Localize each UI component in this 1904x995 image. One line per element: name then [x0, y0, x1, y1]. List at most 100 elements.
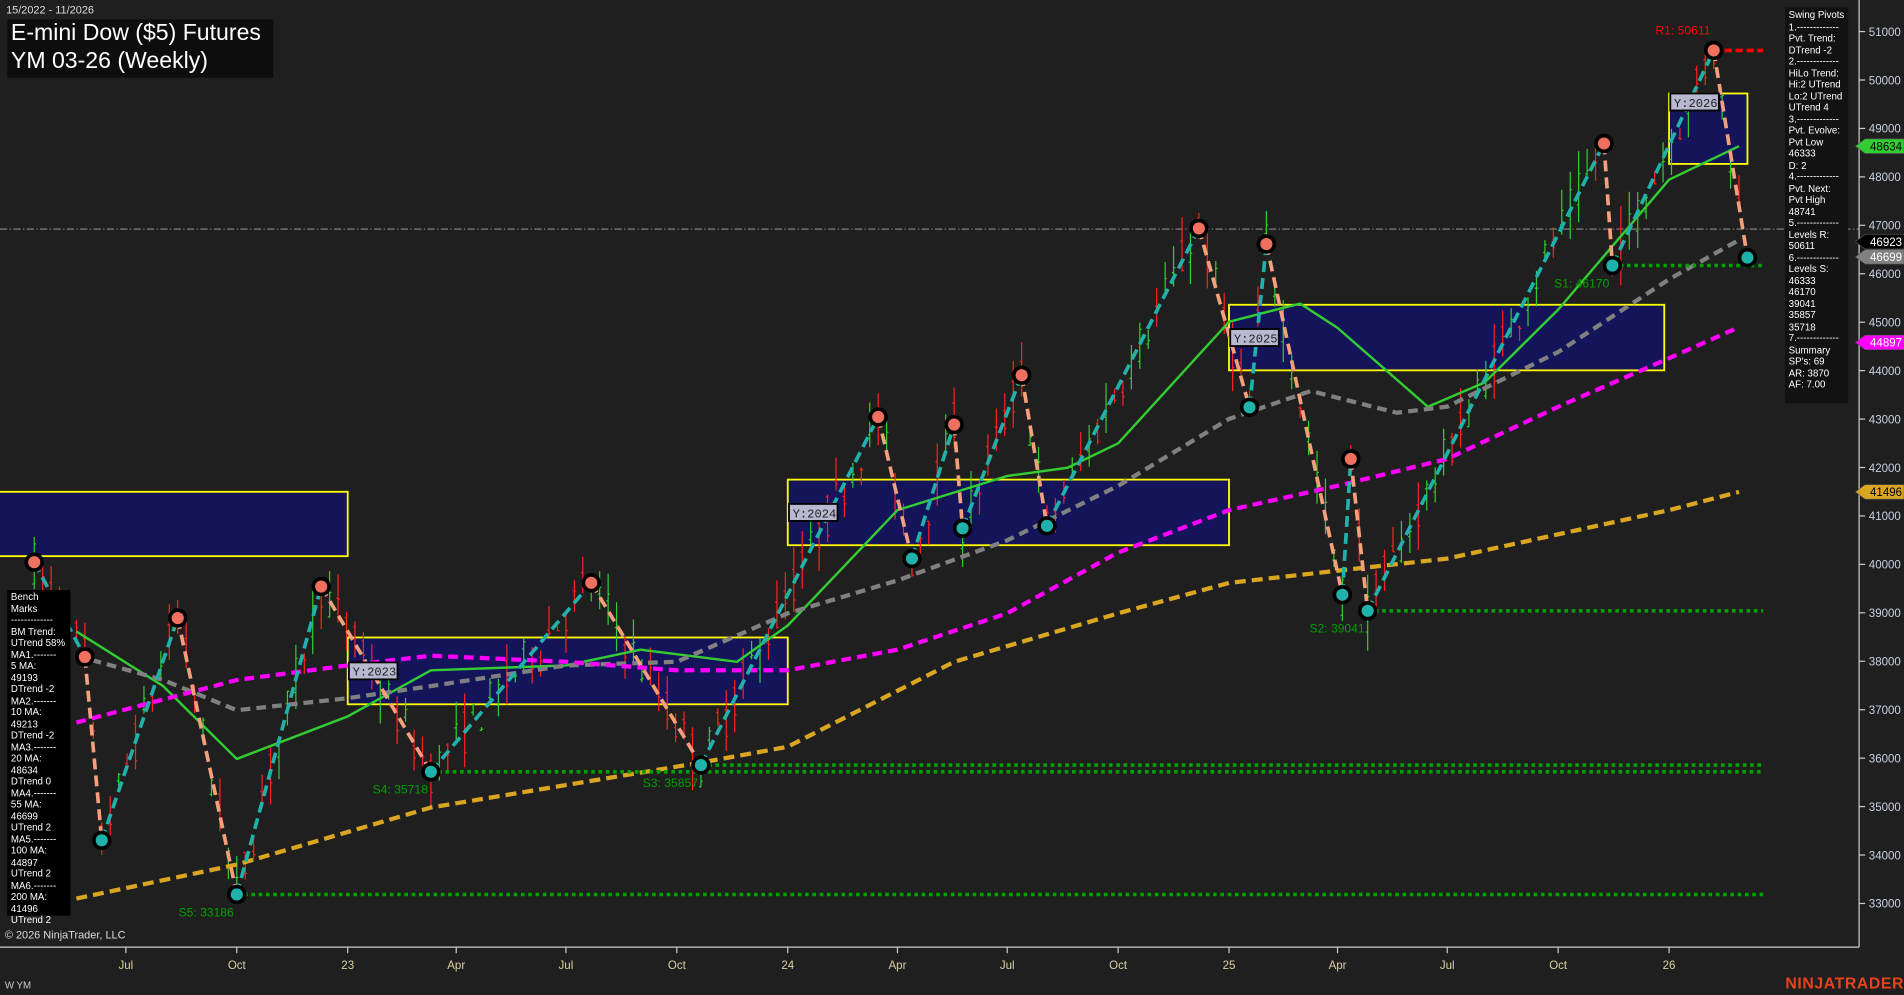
panel-line: 50611 — [1788, 240, 1815, 252]
time-tick-label: 26 — [1663, 960, 1676, 972]
panel-line: 48634 — [10, 764, 38, 776]
swing-low-marker — [1243, 401, 1256, 414]
up-swing-leg — [1366, 142, 1606, 612]
swing-high-marker — [1260, 237, 1273, 251]
price-marker-label: 41496 — [1870, 487, 1902, 499]
panel-line: MA1.------- — [10, 649, 57, 660]
price-tick-label: 36000 — [1869, 753, 1901, 765]
panel-line: 4.------------- — [1788, 171, 1839, 183]
price-tick-label: 45000 — [1869, 317, 1901, 329]
price-tick-label: 41000 — [1869, 511, 1901, 523]
price-marker — [1854, 249, 1904, 265]
price-tick-label: 39000 — [1869, 608, 1901, 620]
panel-line: MA2.------- — [10, 695, 57, 707]
panel-line: Summary — [1788, 344, 1831, 356]
yearly-box-label-bg — [1229, 328, 1280, 347]
moving-average-55ma — [75, 238, 1741, 713]
moving-average-20ma — [75, 145, 1740, 761]
swing-low-marker — [1741, 251, 1754, 264]
price-marker-label: 48634 — [1870, 141, 1903, 153]
panel-line: 3.------------- — [1788, 113, 1839, 125]
panel-line: 48741 — [1788, 205, 1816, 217]
panel-line: 7.------------- — [1788, 332, 1839, 344]
down-swing-leg — [1264, 243, 1345, 596]
bench-marks-panel: Bench Marks ------------- BM Trend: UTrend … — [7, 590, 71, 925]
panel-line: Lo:2 UTrend — [1788, 90, 1843, 102]
panel-line: Levels S: — [1788, 263, 1829, 275]
panel-line: Pvt. Next: — [1788, 182, 1831, 194]
panel-line: AR: 3870 — [1788, 367, 1830, 379]
swing-high-marker — [28, 556, 41, 569]
price-tick-label: 50000 — [1869, 75, 1901, 87]
yearly-box-label: Y:2023 — [353, 666, 397, 680]
panel-line: 1.------------- — [1788, 21, 1839, 33]
panel-line: Pvt High — [1788, 194, 1826, 206]
panel-line: 46333 — [1788, 148, 1816, 160]
time-tick-label: Apr — [447, 960, 465, 972]
up-swing-leg — [960, 374, 1024, 529]
panel-line: 20 MA: — [10, 752, 42, 764]
brand-logo: NINJATRADER — [1785, 973, 1904, 993]
price-marker — [1854, 334, 1904, 351]
swing-low-marker — [1336, 588, 1349, 601]
panel-line: 100 MA: — [10, 845, 48, 857]
price-tick-label: 34000 — [1869, 850, 1901, 862]
panel-line: 55 MA: — [10, 799, 42, 810]
time-tick-label: Jul — [559, 960, 574, 972]
price-marker-label: 44897 — [1870, 338, 1902, 350]
yearly-box-label-bg — [1669, 92, 1720, 112]
up-swing-leg — [910, 424, 956, 560]
up-swing-leg — [1045, 227, 1201, 527]
down-swing-leg — [589, 581, 703, 767]
yearly-box-label-bg — [348, 661, 399, 681]
contract-period: YM 03-26 (Weekly) — [10, 48, 208, 75]
swing-pivots-panel: Swing Pivots 1.------------- Pvt. Trend: DT… — [1785, 7, 1849, 404]
price-tick-label: 46000 — [1869, 269, 1901, 281]
panel-line: 49213 — [10, 718, 38, 730]
panel-line: 35857 — [1788, 309, 1816, 321]
time-tick-label: Oct — [1549, 960, 1568, 972]
panel-line: 46333 — [1788, 275, 1816, 286]
panel-line: 200 MA: — [10, 891, 48, 903]
panel-line: 46170 — [1788, 286, 1816, 298]
yearly-range-box — [786, 478, 1230, 547]
panel-line: 5.------------- — [1788, 217, 1839, 229]
date-range: 15/2022 - 11/2026 — [6, 3, 94, 16]
time-tick-label: Oct — [668, 960, 687, 972]
panel-line: D: 2 — [1788, 159, 1807, 171]
yearly-box-label: Y:2025 — [1234, 332, 1278, 346]
panel-line: 35718 — [1788, 321, 1816, 333]
moving-average-100ma — [75, 325, 1740, 725]
price-marker — [1854, 138, 1904, 154]
level-label: S3: 35857 — [643, 776, 699, 790]
up-swing-leg — [1340, 458, 1353, 595]
swing-high-marker — [948, 418, 961, 431]
level-label: S4: 35718 — [373, 783, 429, 797]
time-tick-label: Jul — [119, 960, 134, 972]
time-tick-label: Jul — [1440, 960, 1455, 972]
price-marker — [1854, 484, 1904, 500]
panel-line: UTrend 2 — [10, 822, 52, 834]
price-tick-label: 44000 — [1869, 366, 1901, 378]
swing-high-marker — [1015, 369, 1028, 382]
panel-line: Pvt Low — [1788, 136, 1824, 148]
panel-line: DTrend 0 — [10, 775, 52, 787]
level-label: R1: 50611 — [1655, 24, 1710, 38]
price-marker-label: 46923 — [1870, 237, 1902, 249]
panel-line: UTrend 2 — [10, 868, 52, 880]
panel-line: Pvt. Trend: — [1788, 32, 1836, 44]
price-tick-label: 38000 — [1869, 657, 1901, 669]
moving-average-200ma — [75, 489, 1740, 901]
time-tick-label: 24 — [781, 960, 794, 972]
panel-line: Pvt. Evolve: — [1788, 125, 1840, 137]
yearly-range-box — [1228, 303, 1666, 372]
time-tick-label: Apr — [889, 960, 907, 972]
down-swing-leg — [1711, 50, 1750, 258]
panel-line: 2.------------- — [1788, 55, 1839, 67]
panel-line: UTrend 2 — [10, 914, 52, 926]
down-swing-leg — [1348, 458, 1370, 612]
swing-low-marker — [694, 759, 708, 772]
price-tick-label: 33000 — [1869, 899, 1901, 911]
panel-line: UTrend 4 — [1788, 102, 1829, 113]
